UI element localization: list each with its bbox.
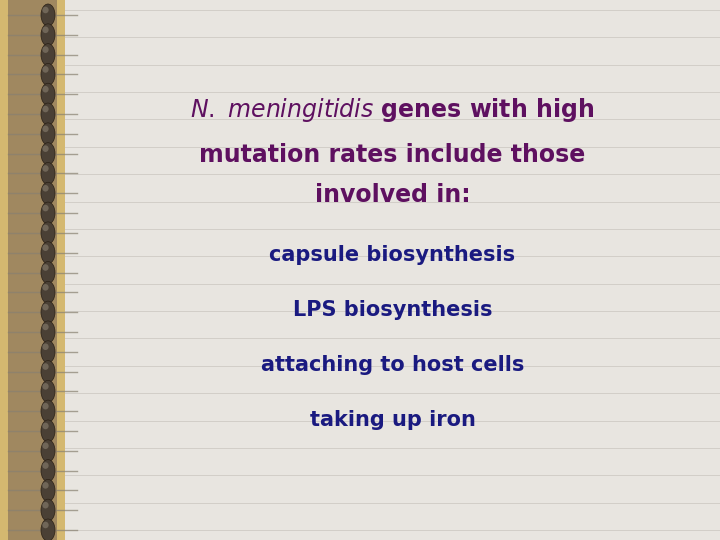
Text: LPS biosynthesis: LPS biosynthesis <box>293 300 492 320</box>
Ellipse shape <box>41 460 55 482</box>
Ellipse shape <box>41 519 55 540</box>
Bar <box>57 0 65 540</box>
Ellipse shape <box>41 143 55 165</box>
Ellipse shape <box>41 321 55 343</box>
Ellipse shape <box>41 341 55 363</box>
Ellipse shape <box>42 423 49 429</box>
Ellipse shape <box>42 482 49 489</box>
Ellipse shape <box>41 281 55 303</box>
Ellipse shape <box>41 242 55 264</box>
Text: capsule biosynthesis: capsule biosynthesis <box>269 245 516 265</box>
Ellipse shape <box>42 522 49 528</box>
Ellipse shape <box>42 462 49 469</box>
Ellipse shape <box>42 284 49 291</box>
Ellipse shape <box>41 222 55 244</box>
Ellipse shape <box>42 363 49 370</box>
Ellipse shape <box>42 185 49 192</box>
Ellipse shape <box>42 205 49 211</box>
Ellipse shape <box>41 499 55 521</box>
Ellipse shape <box>41 440 55 462</box>
Ellipse shape <box>42 403 49 409</box>
Ellipse shape <box>41 163 55 185</box>
Ellipse shape <box>41 361 55 382</box>
Ellipse shape <box>41 261 55 284</box>
Ellipse shape <box>42 26 49 33</box>
Ellipse shape <box>41 480 55 501</box>
Ellipse shape <box>42 145 49 152</box>
Ellipse shape <box>42 264 49 271</box>
Ellipse shape <box>41 380 55 402</box>
Ellipse shape <box>41 103 55 125</box>
Ellipse shape <box>42 66 49 73</box>
Ellipse shape <box>42 106 49 112</box>
Text: mutation rates include those: mutation rates include those <box>199 143 585 167</box>
Ellipse shape <box>42 323 49 330</box>
Ellipse shape <box>42 125 49 132</box>
Ellipse shape <box>41 24 55 46</box>
Ellipse shape <box>41 183 55 204</box>
Ellipse shape <box>42 383 49 390</box>
Ellipse shape <box>41 301 55 323</box>
Bar <box>0 0 8 540</box>
Ellipse shape <box>41 44 55 66</box>
Bar <box>0 0 65 540</box>
Ellipse shape <box>42 343 49 350</box>
Ellipse shape <box>42 46 49 53</box>
Ellipse shape <box>41 400 55 422</box>
Ellipse shape <box>41 63 55 85</box>
Ellipse shape <box>41 83 55 105</box>
Ellipse shape <box>42 165 49 172</box>
Ellipse shape <box>41 202 55 224</box>
Text: $\it{N.\ meningitidis}$ genes with high: $\it{N.\ meningitidis}$ genes with high <box>190 96 595 124</box>
Ellipse shape <box>42 304 49 310</box>
Ellipse shape <box>42 502 49 509</box>
Ellipse shape <box>42 6 49 14</box>
Ellipse shape <box>42 245 49 251</box>
Ellipse shape <box>41 123 55 145</box>
Text: involved in:: involved in: <box>315 183 470 207</box>
Text: attaching to host cells: attaching to host cells <box>261 355 524 375</box>
Ellipse shape <box>42 225 49 231</box>
Ellipse shape <box>41 4 55 26</box>
Text: taking up iron: taking up iron <box>310 410 475 430</box>
Ellipse shape <box>41 420 55 442</box>
Ellipse shape <box>42 86 49 92</box>
Ellipse shape <box>42 442 49 449</box>
